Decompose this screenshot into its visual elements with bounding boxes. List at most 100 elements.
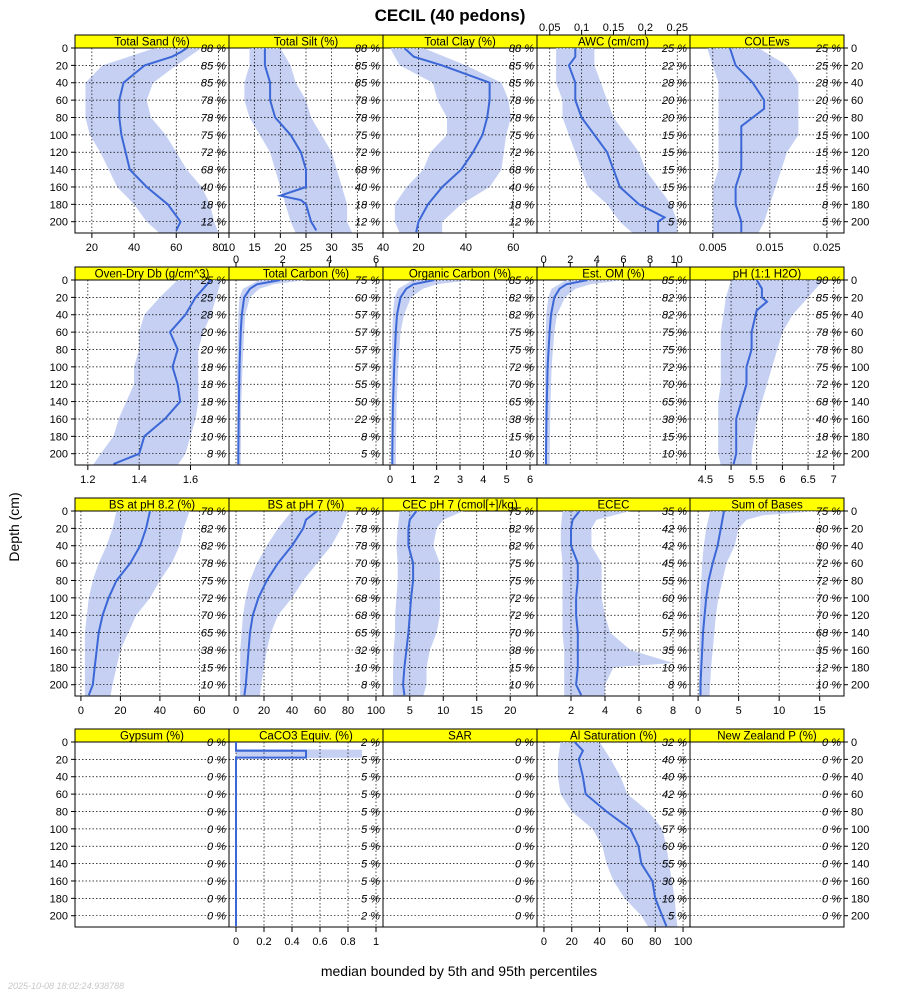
x-tick-label: 20: [86, 242, 98, 254]
median-line: [237, 280, 281, 465]
sample-percent-label: 82 %: [201, 541, 226, 553]
x-tick-label: 30: [326, 242, 338, 254]
sample-percent-label: 10 %: [355, 662, 380, 674]
x-tick-label: 20: [274, 242, 286, 254]
panel-strip-title: Sum of Bases: [731, 500, 803, 512]
y-tick-label: 180: [851, 662, 869, 674]
figure-title: CECIL (40 pedons): [375, 6, 526, 25]
sample-percent-label: 0 %: [822, 841, 841, 853]
sample-percent-label: 82 %: [662, 310, 687, 322]
sample-percent-label: 40 %: [662, 754, 687, 766]
y-tick-label: 160: [50, 645, 68, 657]
sample-percent-label: 8 %: [668, 680, 687, 692]
y-tick-label: 140: [851, 165, 869, 177]
median-line: [402, 511, 418, 696]
sample-percent-label: 10 %: [509, 449, 534, 461]
x-tick-label: 100: [674, 936, 692, 948]
x-tick-label: 6: [527, 474, 533, 486]
median-line: [403, 48, 491, 233]
sample-percent-label: 60 %: [355, 292, 380, 304]
sample-percent-label: 0 %: [207, 772, 226, 784]
median-line: [570, 511, 583, 696]
sample-percent-label: 70 %: [509, 628, 534, 640]
sample-percent-label: 0 %: [822, 824, 841, 836]
sample-percent-label: 0 %: [207, 876, 226, 888]
y-tick-label: 20: [56, 60, 68, 72]
y-tick-label: 120: [851, 147, 869, 159]
sample-percent-label: 62 %: [662, 610, 687, 622]
median-line: [728, 48, 766, 233]
sample-percent-label: 20 %: [200, 327, 226, 339]
sample-percent-label: 65 %: [201, 628, 226, 640]
sample-percent-label: 75 %: [509, 558, 534, 570]
sample-percent-label: 78 %: [355, 541, 380, 553]
sample-percent-label: 5 %: [361, 893, 380, 905]
y-tick-label: 200: [851, 449, 869, 461]
sample-percent-label: 15 %: [816, 147, 841, 159]
panel-gridlines: [690, 510, 844, 696]
y-tick-label: 60: [851, 558, 863, 570]
panel-strip-title: SAR: [448, 731, 472, 743]
percentile-band: [698, 511, 820, 696]
sample-percent-label: 42 %: [662, 541, 687, 553]
y-axis-label: Depth (cm): [6, 492, 22, 561]
sample-percent-label: 0 %: [822, 876, 841, 888]
sample-percent-label: 5 %: [361, 789, 380, 801]
median-line: [391, 280, 435, 465]
y-tick-label: 180: [50, 199, 68, 211]
median-line: [118, 48, 188, 231]
sample-percent-label: 12 %: [355, 217, 380, 229]
sample-percent-label: 72 %: [816, 575, 841, 587]
panel-gridlines: [537, 279, 690, 465]
x-tick-label: 15: [249, 242, 261, 254]
sample-percent-label: 65 %: [355, 628, 380, 640]
sample-percent-label: 57 %: [355, 310, 380, 322]
percentile-band: [244, 48, 353, 233]
x-tick-label: 3: [457, 474, 463, 486]
sample-percent-label: 18 %: [201, 397, 226, 409]
sample-percent-label: 82 %: [509, 523, 534, 535]
panel-strip-title: Est. OM (%): [582, 269, 645, 281]
sample-percent-label: 72 %: [662, 362, 687, 374]
x-tick-label: 60: [170, 242, 182, 254]
y-tick-label: 180: [851, 199, 869, 211]
sample-percent-label: 5 %: [361, 859, 380, 871]
sample-percent-label: 55 %: [355, 379, 380, 391]
x-tick-label: 10: [223, 242, 235, 254]
x-tick-label: 5.5: [749, 474, 764, 486]
sample-percent-label: 82 %: [662, 292, 687, 304]
panel-11: BS at pH 8.2 (%) 78 % 82 % 82 % 78 % 75 % 72 %…: [50, 497, 230, 717]
y-tick-label: 160: [851, 645, 869, 657]
sample-percent-label: 0 %: [822, 789, 841, 801]
sample-percent-label: 25 %: [200, 275, 226, 287]
sample-percent-label: 0 %: [207, 789, 226, 801]
x-tick-label: 100: [367, 705, 385, 717]
y-tick-label: 100: [851, 130, 869, 142]
panel-strip-title: CaCO3 Equiv. (%): [259, 731, 353, 743]
sample-percent-label: 0 %: [822, 859, 841, 871]
x-tick-label: 80: [342, 705, 354, 717]
percentile-band: [718, 280, 824, 465]
panel-gridlines: [75, 510, 229, 696]
y-tick-label: 180: [50, 893, 68, 905]
x-tick-label: 1: [410, 474, 416, 486]
sample-percent-label: 78 %: [355, 112, 380, 124]
sample-percent-label: 0 %: [822, 772, 841, 784]
sample-percent-label: 2 %: [360, 911, 380, 923]
y-tick-label: 60: [851, 789, 863, 801]
sample-percent-label: 80 %: [816, 523, 841, 535]
panel-strip-title: AWC (cm/cm): [578, 37, 649, 49]
panel-strip-title: Organic Carbon (%): [409, 269, 511, 281]
panel-strip-title: Oven-Dry Db (g/cm^3): [95, 269, 210, 281]
panel-2: Total Silt (%) 88 % 85 % 85 % 78 % 78 % 75 % 72…: [223, 34, 389, 254]
x-tick-label: 0: [233, 936, 239, 948]
y-tick-label: 160: [851, 182, 869, 194]
x-tick-label: 6: [373, 254, 379, 266]
x-tick-label: 0.2: [638, 22, 653, 34]
panel-gridlines: [229, 510, 383, 696]
sample-percent-label: 8 %: [668, 199, 687, 211]
sample-percent-label: 25 %: [815, 60, 841, 72]
sample-percent-label: 35 %: [662, 506, 687, 518]
panel-gridlines: [690, 47, 844, 233]
